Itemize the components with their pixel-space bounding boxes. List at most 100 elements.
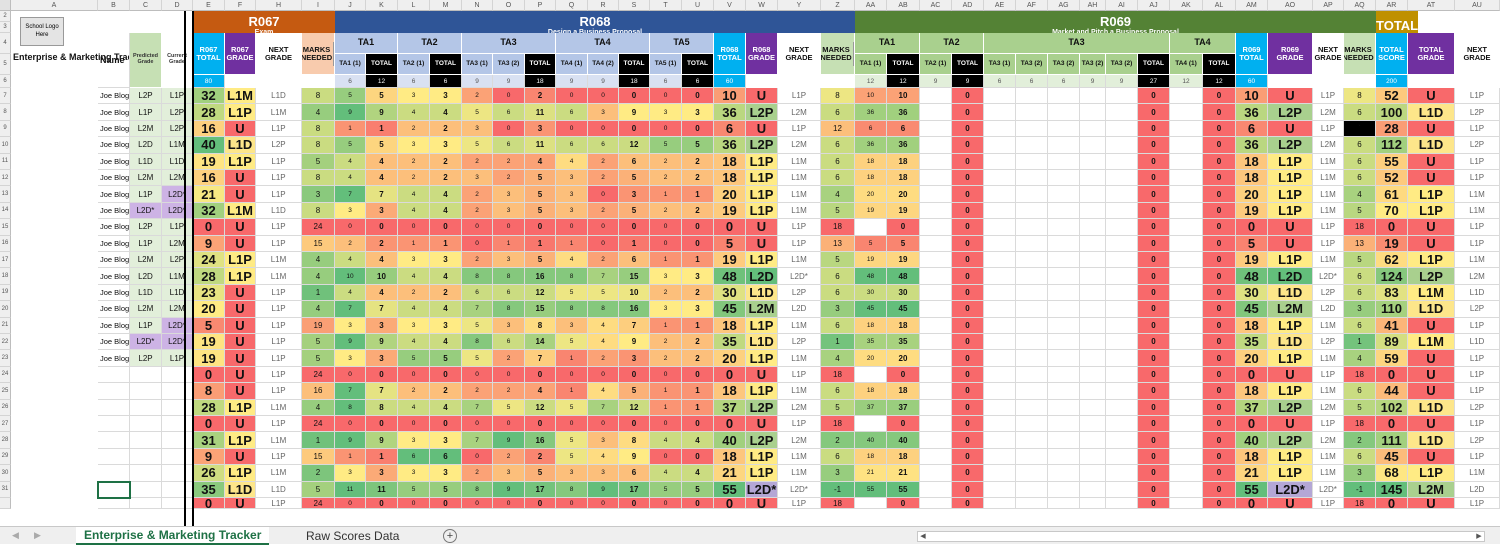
r069-ta-score[interactable] [1106, 104, 1138, 121]
r068-ta-score[interactable]: 5 [556, 284, 588, 302]
r067-grade[interactable]: U [225, 350, 256, 367]
r069-ta-score[interactable] [984, 465, 1016, 482]
r069-ta-total[interactable]: 0 [952, 448, 984, 466]
r069-ta-total[interactable]: 0 [1138, 350, 1170, 367]
r069-marks-needed[interactable]: 18 [1344, 219, 1376, 236]
total-score[interactable]: 100 [1376, 104, 1408, 121]
total-score[interactable]: 19 [1376, 235, 1408, 252]
r068-ta-score[interactable]: 0 [335, 416, 366, 433]
r068-marks-needed[interactable]: 6 [821, 137, 855, 154]
r069-ta-total[interactable]: 0 [952, 186, 984, 203]
r068-total[interactable]: 40 [714, 432, 746, 449]
marks-needed[interactable]: 2 [302, 465, 335, 482]
r069-ta-total[interactable]: 0 [1138, 399, 1170, 416]
r068-ta-score[interactable]: 5 [556, 432, 588, 449]
r069-ta-total[interactable]: 19 [887, 202, 920, 220]
r068-ta-score[interactable]: 5 [650, 481, 682, 498]
column-header[interactable]: W [746, 0, 778, 11]
r068-next-grade[interactable]: L2M [778, 104, 821, 121]
r068-ta-score[interactable]: 0 [398, 219, 430, 236]
column-header[interactable]: AH [1080, 0, 1106, 11]
total-score[interactable]: 0 [1376, 498, 1408, 509]
total-score[interactable]: 52 [1376, 88, 1408, 105]
r069-ta-score[interactable] [1080, 202, 1106, 220]
r068-ta-score[interactable]: 8 [335, 399, 366, 416]
current-grade[interactable]: L2M [162, 301, 193, 318]
r069-ta-score[interactable] [1016, 120, 1048, 138]
next-grade[interactable]: L1P [256, 448, 302, 466]
r068-ta-score[interactable]: 3 [398, 317, 430, 334]
current-grade[interactable]: L2D* [162, 334, 193, 351]
r069-ta-score[interactable] [984, 432, 1016, 449]
r068-ta-score[interactable]: 0 [462, 498, 493, 509]
total-score[interactable]: 124 [1376, 268, 1408, 285]
r069-ta-score[interactable] [1048, 202, 1080, 220]
predicted-grade[interactable]: L1P [130, 235, 162, 252]
column-header[interactable]: AO [1268, 0, 1313, 11]
row-header[interactable]: 24 [0, 366, 11, 384]
r069-ta-score[interactable] [984, 252, 1016, 269]
r069-ta-score[interactable] [1170, 252, 1203, 269]
r068-ta-score[interactable]: 2 [493, 153, 525, 170]
row-header[interactable]: 10 [0, 137, 11, 154]
r069-ta-score[interactable] [1048, 137, 1080, 154]
r068-ta-score[interactable]: 0 [556, 219, 588, 236]
r068-ta-total[interactable]: 0 [366, 219, 398, 236]
r068-ta-score[interactable]: 5 [556, 334, 588, 351]
column-header[interactable]: AR [1376, 0, 1408, 11]
marks-needed[interactable]: 8 [302, 88, 335, 105]
current-grade[interactable] [162, 448, 193, 466]
r068-ta-score[interactable]: 2 [398, 120, 430, 138]
r068-ta-score[interactable]: 0 [556, 498, 588, 509]
r069-ta-score[interactable] [1080, 284, 1106, 302]
r069-ta-score[interactable] [1080, 120, 1106, 138]
r068-total[interactable]: 0 [714, 498, 746, 509]
r069-ta-total[interactable]: 0 [952, 202, 984, 220]
r069-ta-score[interactable] [1080, 268, 1106, 285]
r069-marks-needed[interactable]: ` [1344, 120, 1376, 138]
r068-ta-score[interactable]: 4 [335, 252, 366, 269]
r068-grade[interactable]: L1P [746, 186, 778, 203]
r068-ta-score[interactable]: 2 [650, 284, 682, 302]
r068-ta-total[interactable]: 3 [682, 301, 714, 318]
r069-next-grade[interactable]: L1P [1313, 219, 1344, 236]
r068-grade[interactable]: L2D [746, 268, 778, 285]
r067-total[interactable]: 21 [193, 186, 225, 203]
r069-ta-score[interactable] [920, 268, 952, 285]
r068-ta-score[interactable]: 4 [556, 153, 588, 170]
marks-needed[interactable]: 24 [302, 416, 335, 433]
row-header[interactable]: 6 [0, 75, 11, 88]
r069-ta-score[interactable] [1106, 481, 1138, 498]
r068-ta-score[interactable]: 0 [493, 498, 525, 509]
r069-ta-total[interactable]: 40 [887, 432, 920, 449]
r067-grade[interactable]: L1P [225, 432, 256, 449]
r069-grade[interactable]: L2P [1268, 432, 1313, 449]
r068-next-grade[interactable]: L1P [778, 219, 821, 236]
total-grade[interactable]: U [1408, 170, 1455, 187]
total-grade[interactable]: L1D [1408, 399, 1455, 416]
r069-total[interactable]: 18 [1236, 448, 1268, 466]
r069-ta-score[interactable] [1106, 366, 1138, 384]
r069-total[interactable]: 21 [1236, 465, 1268, 482]
student-name[interactable]: Joe Bloggs [98, 268, 130, 285]
r069-ta-score[interactable] [1048, 366, 1080, 384]
total-next-grade[interactable]: L1P [1455, 350, 1500, 367]
r068-ta-total[interactable]: 5 [619, 383, 650, 400]
r068-ta-score[interactable]: 3 [335, 202, 366, 220]
r069-ta-total[interactable]: 0 [952, 383, 984, 400]
r068-grade[interactable]: U [746, 219, 778, 236]
row-header[interactable]: 11 [0, 153, 11, 170]
r068-ta-score[interactable]: 1 [335, 120, 366, 138]
r068-ta-score[interactable]: 4 [398, 334, 430, 351]
r069-ta-score[interactable] [1106, 334, 1138, 351]
r068-ta-score[interactable]: 3 [556, 186, 588, 203]
r069-ta-score[interactable]: 35 [855, 334, 887, 351]
r069-grade[interactable]: L1P [1268, 350, 1313, 367]
r068-ta-total[interactable]: 0 [682, 448, 714, 466]
r069-ta-score[interactable] [1016, 268, 1048, 285]
r069-ta-score[interactable] [984, 383, 1016, 400]
r068-marks-needed[interactable]: -1 [821, 481, 855, 498]
r069-ta-score[interactable] [984, 416, 1016, 433]
r068-ta-score[interactable]: 3 [588, 465, 619, 482]
r069-ta-score[interactable] [1016, 383, 1048, 400]
